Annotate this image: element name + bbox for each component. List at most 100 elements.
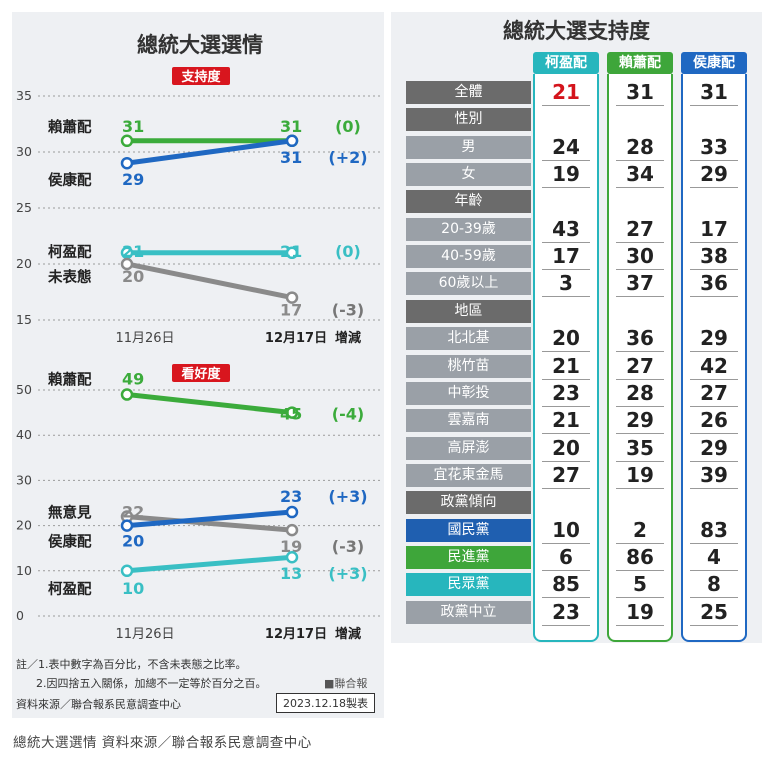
cell-underline <box>542 433 590 435</box>
cell-value: 3 <box>559 271 573 296</box>
cell-underline <box>542 487 590 489</box>
cell-underline <box>616 487 664 489</box>
cell-underline <box>542 269 590 271</box>
start-value-label: 31 <box>122 117 144 136</box>
cell-value: 28 <box>626 134 654 159</box>
cell-underline <box>690 351 738 353</box>
cell-underline <box>616 378 664 380</box>
series-name: 柯盈配 <box>48 243 92 261</box>
cell-underline <box>690 241 738 243</box>
data-point <box>120 564 134 578</box>
cell-underline <box>542 378 590 380</box>
start-value-label: 20 <box>122 532 144 551</box>
series-name: 賴蕭配 <box>48 118 92 136</box>
cell-underline <box>616 269 664 271</box>
cell-value: 24 <box>552 134 580 159</box>
cell-value: 20 <box>552 435 580 460</box>
cell-value: 25 <box>700 599 728 624</box>
cell-value: 27 <box>700 380 728 405</box>
cell-value: 17 <box>700 216 728 241</box>
cell-underline <box>542 105 590 106</box>
cell-underline <box>690 378 738 380</box>
data-point <box>120 134 134 148</box>
cell-underline <box>542 351 590 353</box>
series-line <box>124 514 295 533</box>
change-header: 增減 <box>335 626 361 642</box>
cell-value: 29 <box>700 162 728 187</box>
column-header: 柯盈配 <box>533 52 599 74</box>
start-value-label: 20 <box>122 267 144 286</box>
y-tick-label: 15 <box>16 312 32 327</box>
cell-underline <box>690 433 738 435</box>
end-value-label: 17 <box>280 301 302 320</box>
x-tick-label: 11月26日 <box>115 331 174 346</box>
cell-value: 31 <box>626 80 654 104</box>
row-label: 雲嘉南 <box>406 409 531 433</box>
image-caption: 總統大選選情 資料來源／聯合報系民意調查中心 <box>13 735 312 751</box>
start-value-label: 29 <box>122 170 144 189</box>
change-label: (-4) <box>332 405 364 424</box>
cell-value: 34 <box>626 162 654 187</box>
row-label: 宜花東金馬 <box>406 463 531 487</box>
row-label: 中彰投 <box>406 381 531 405</box>
series-line <box>124 554 295 574</box>
badge-label: 支持度 <box>180 69 221 85</box>
cell-value: 4 <box>707 544 721 569</box>
row-label: 20-39歲 <box>406 217 531 241</box>
y-tick-label: 30 <box>16 144 32 159</box>
date-stamp: 2023.12.18製表 <box>276 693 375 713</box>
cell-value: 33 <box>700 134 728 159</box>
cell-underline <box>690 187 738 189</box>
footnote-area: 註／1.表中數字為百分比，不含未表態之比率。 2.因四捨五入關係，加總不一定等於… <box>12 652 384 718</box>
row-label: 桃竹苗 <box>406 354 531 378</box>
cell-value: 29 <box>700 435 728 460</box>
row-label: 國民黨 <box>406 518 531 542</box>
start-value-label: 10 <box>122 579 144 598</box>
change-label: (-3) <box>332 537 364 556</box>
end-value-label: 21 <box>280 242 302 261</box>
cell-underline <box>542 624 590 626</box>
row-label: 北北基 <box>406 327 531 351</box>
cell-underline <box>690 159 738 161</box>
change-label: (+3) <box>328 487 367 506</box>
cell-value: 21 <box>552 80 580 104</box>
cell-value: 85 <box>552 572 580 597</box>
end-value-label: 19 <box>280 537 302 556</box>
footnote-1: 註／1.表中數字為百分比，不含未表態之比率。 <box>16 658 247 671</box>
cell-underline <box>616 624 664 626</box>
cell-value: 19 <box>626 462 654 487</box>
cell-value: 6 <box>559 544 573 569</box>
cell-value: 19 <box>552 162 580 187</box>
data-point <box>120 156 134 170</box>
cell-underline <box>690 624 738 626</box>
cell-underline <box>616 105 664 106</box>
x-tick-label: 12月17日 <box>265 331 327 346</box>
cell-value: 21 <box>552 353 580 378</box>
cell-underline <box>616 296 664 298</box>
data-point <box>285 134 299 148</box>
change-label: (0) <box>335 242 361 261</box>
series-name: 侯康配 <box>48 533 92 551</box>
y-tick-label: 10 <box>16 563 32 578</box>
cell-underline <box>542 296 590 298</box>
row-label: 政黨傾向 <box>406 491 531 515</box>
y-tick-label: 40 <box>16 427 32 442</box>
cell-value: 38 <box>700 244 728 269</box>
series-line <box>124 509 295 529</box>
row-label: 40-59歲 <box>406 245 531 269</box>
brand-mark: ■聯合報 <box>324 677 368 690</box>
cell-underline <box>542 460 590 462</box>
cell-underline <box>616 405 664 407</box>
cell-value: 21 <box>552 408 580 433</box>
cell-value: 2 <box>633 517 647 542</box>
cell-underline <box>616 187 664 189</box>
cell-underline <box>690 105 738 106</box>
data-point <box>285 505 299 519</box>
y-tick-label: 50 <box>16 382 32 397</box>
cell-underline <box>542 597 590 599</box>
row-label: 年齡 <box>406 190 531 214</box>
y-tick-label: 20 <box>16 518 32 533</box>
column-card <box>681 74 747 642</box>
cell-underline <box>616 241 664 243</box>
cell-underline <box>690 269 738 271</box>
